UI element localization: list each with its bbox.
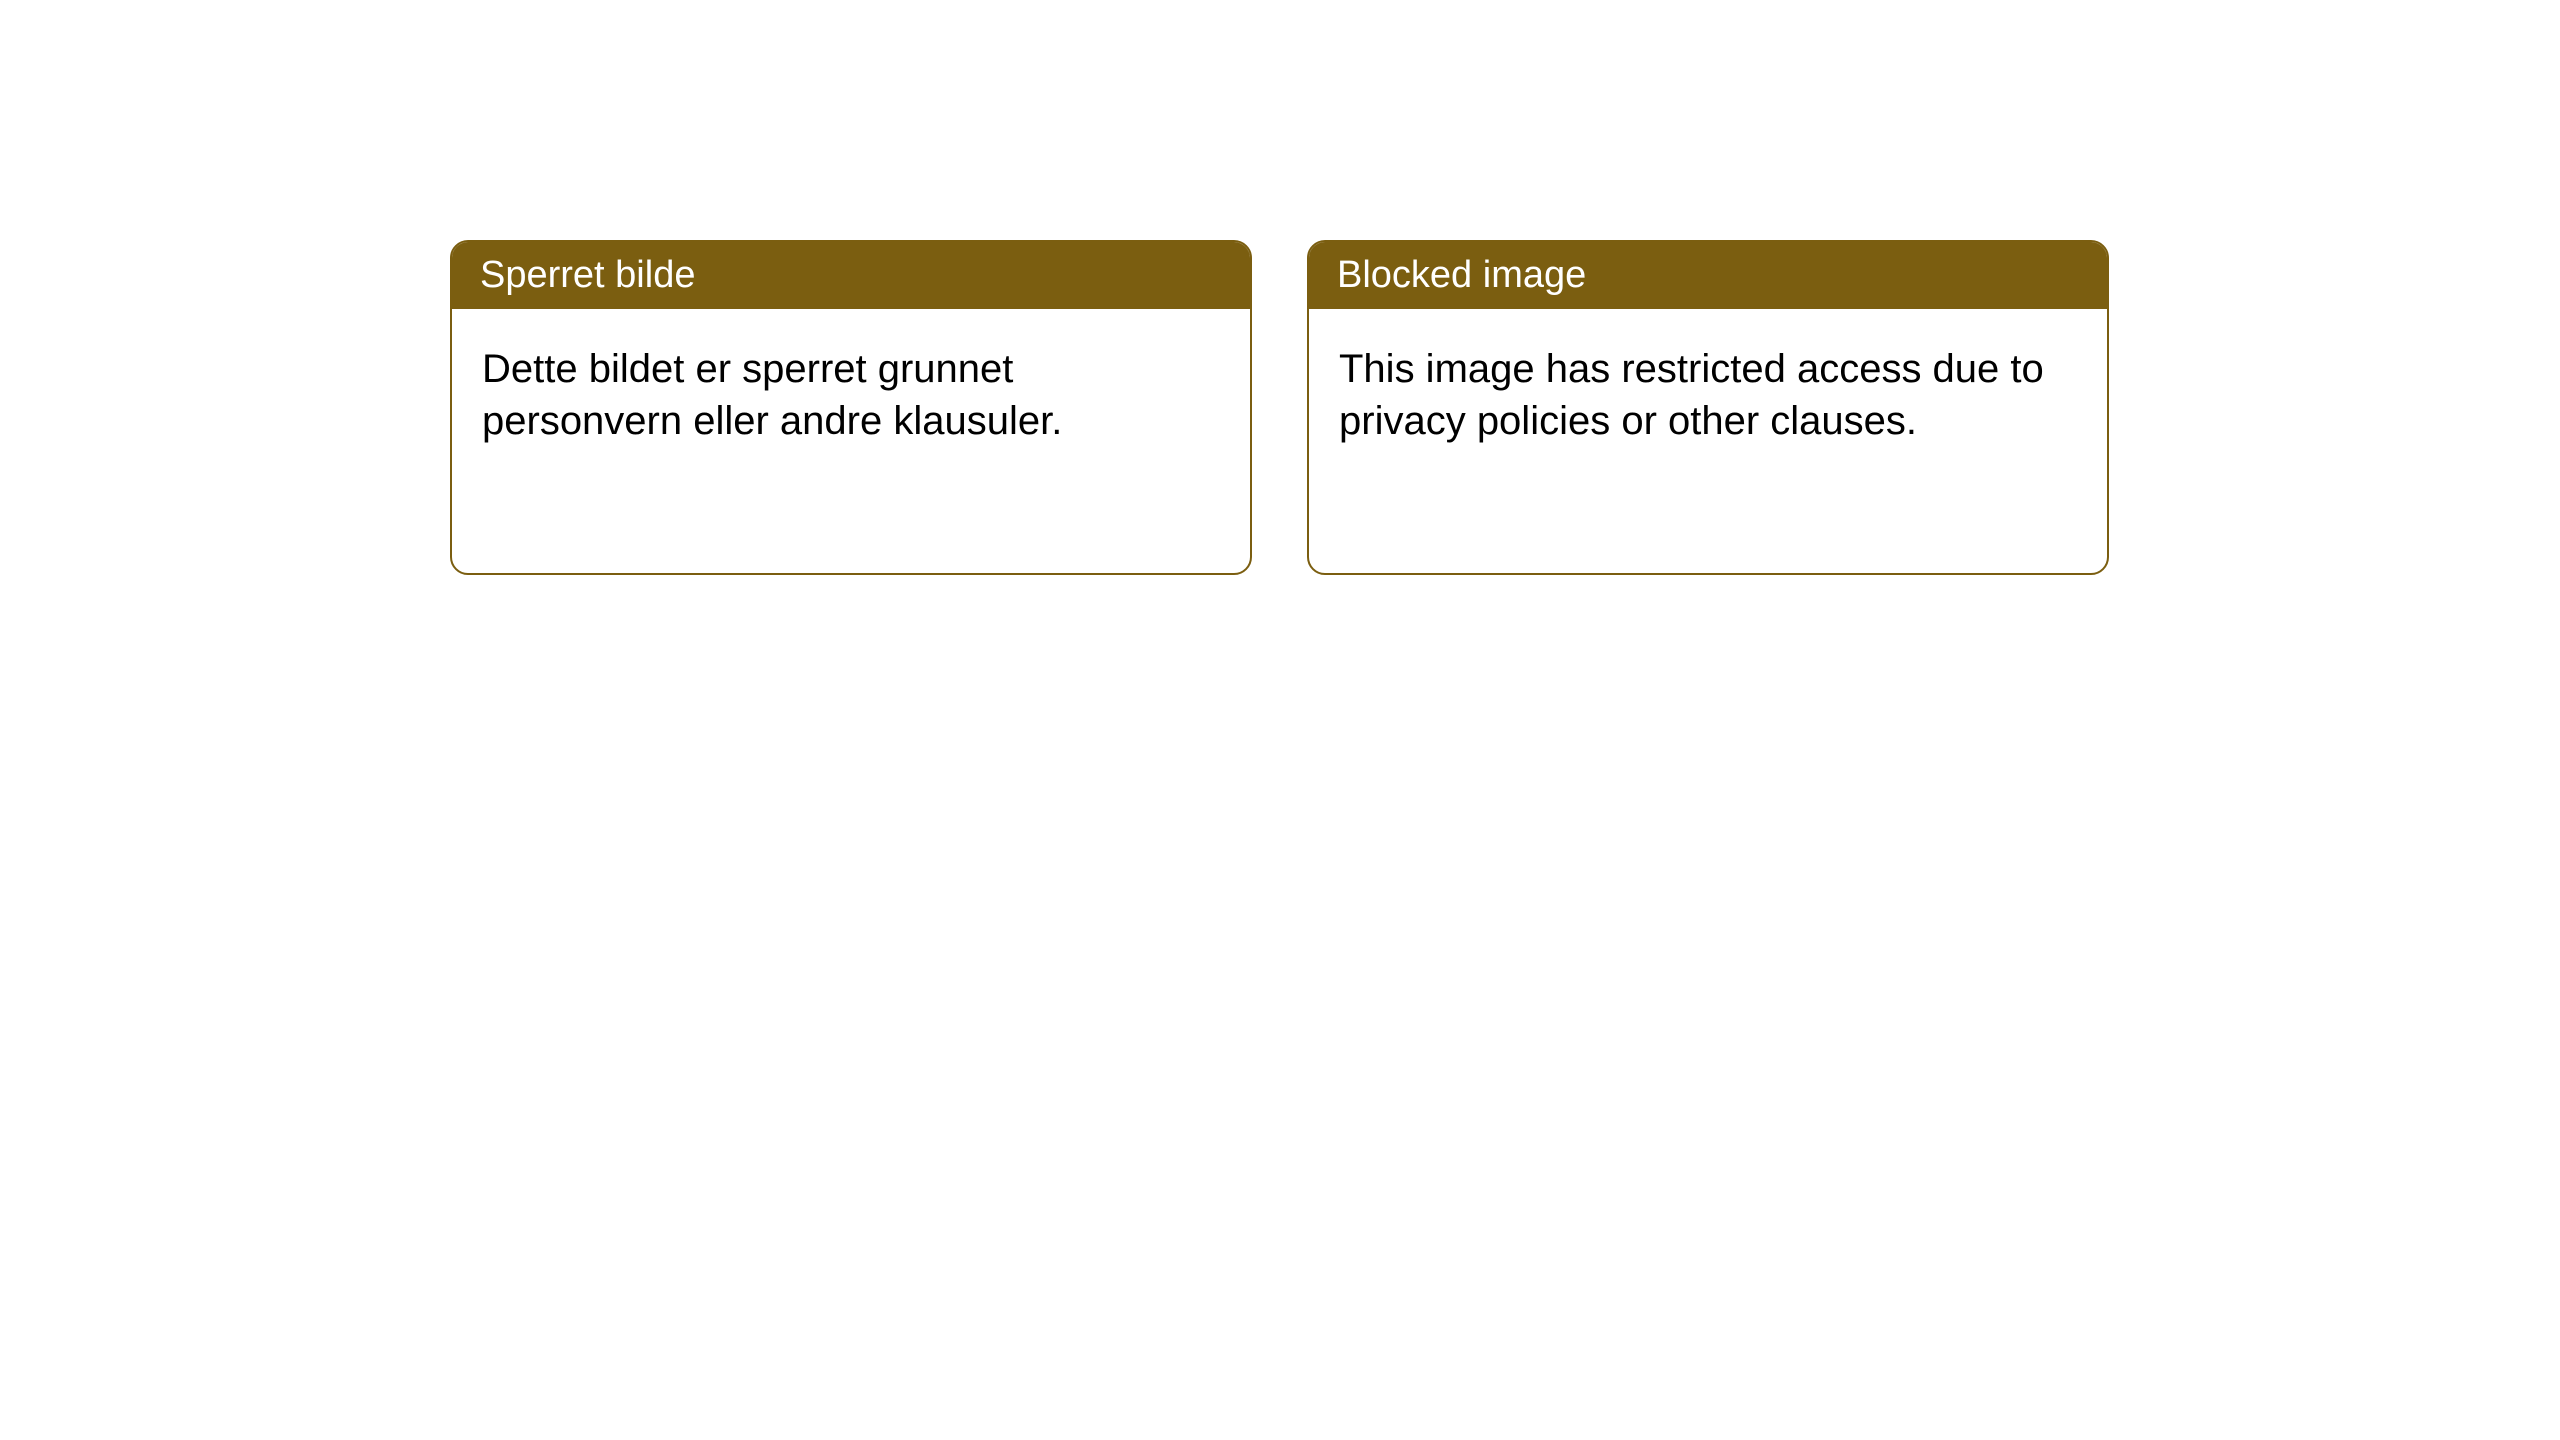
blocked-image-card-en: Blocked image This image has restricted … — [1307, 240, 2109, 575]
cards-container: Sperret bilde Dette bildet er sperret gr… — [450, 240, 2109, 575]
card-header-text: Blocked image — [1337, 254, 1586, 296]
card-header-text: Sperret bilde — [480, 254, 695, 296]
card-header: Blocked image — [1309, 242, 2107, 309]
blocked-image-card-no: Sperret bilde Dette bildet er sperret gr… — [450, 240, 1252, 575]
card-body-text: This image has restricted access due to … — [1339, 347, 2044, 443]
card-body-text: Dette bildet er sperret grunnet personve… — [482, 347, 1062, 443]
card-body: This image has restricted access due to … — [1309, 309, 2107, 481]
card-body: Dette bildet er sperret grunnet personve… — [452, 309, 1250, 481]
card-header: Sperret bilde — [452, 242, 1250, 309]
